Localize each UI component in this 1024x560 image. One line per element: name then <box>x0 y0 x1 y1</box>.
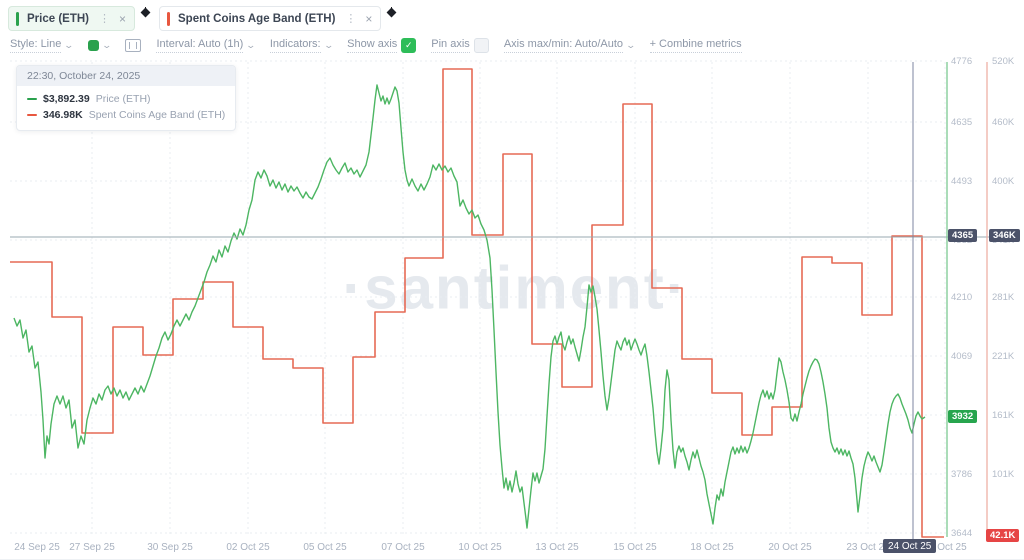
band-axis-tick: 161K <box>992 410 1015 421</box>
color-swatch <box>87 40 99 51</box>
x-axis-tick: 07 Oct 25 <box>381 542 425 553</box>
band-axis-tick: 460K <box>992 117 1015 128</box>
show-axis-checkbox[interactable]: ✓ <box>401 38 417 53</box>
tab-spent-coins-age-band-eth[interactable]: Spent Coins Age Band (ETH) ⋮ × <box>159 6 382 31</box>
color-swatch-dropdown[interactable]: ⌄ <box>87 40 112 51</box>
check-icon: ✓ <box>405 40 413 50</box>
pin-marker-icon <box>140 6 151 23</box>
price-axis-tick: 4493 <box>951 176 973 187</box>
x-axis-tick: 05 Oct 25 <box>303 542 347 553</box>
chevron-down-icon: ⌄ <box>101 40 112 50</box>
price-axis-tick: 3644 <box>951 528 973 539</box>
band-axis-tick: 101K <box>992 469 1015 480</box>
axes-style-icon <box>125 39 142 52</box>
x-axis-tick: 02 Oct 25 <box>226 542 270 553</box>
x-axis-tick: 13 Oct 25 <box>535 542 579 553</box>
band-series-dash-icon <box>27 114 37 116</box>
chevron-down-icon: ⌄ <box>245 40 257 50</box>
show-axis-toggle[interactable]: Show axis ✓ <box>347 38 417 53</box>
close-icon[interactable]: × <box>119 11 127 26</box>
interval-dropdown[interactable]: Interval: Auto (1h) ⌄ <box>156 38 257 53</box>
x-axis-tick: 10 Oct 25 <box>458 542 502 553</box>
band-axis-tick: 400K <box>992 176 1015 187</box>
kebab-menu-icon[interactable]: ⋮ <box>99 13 110 25</box>
band-accent-bar <box>167 11 171 26</box>
axis-maxmin-dropdown[interactable]: Axis max/min: Auto/Auto ⌄ <box>503 38 637 53</box>
price-axis-tick: 3786 <box>951 469 973 480</box>
tooltip-row-price: $3,892.39 Price (ETH) <box>27 91 225 107</box>
chevron-down-icon: ⌄ <box>63 40 75 50</box>
x-axis-tick: 20 Oct 25 <box>768 542 812 553</box>
chart-tooltip: 22:30, October 24, 2025 $3,892.39 Price … <box>16 65 237 131</box>
crosshair-price-badge: 4365 <box>948 229 978 243</box>
axes-style-button[interactable] <box>125 39 142 52</box>
x-axis-tick: 30 Sep 25 <box>147 542 193 553</box>
tooltip-datetime: 22:30, October 24, 2025 <box>17 66 236 86</box>
pin-marker-icon <box>386 6 397 23</box>
last-price-badge: 3932 <box>948 410 978 424</box>
band-axis-tick: 520K <box>992 56 1015 67</box>
x-axis-tick: 18 Oct 25 <box>690 542 734 553</box>
price-accent-bar <box>16 11 19 26</box>
chevron-down-icon: ⌄ <box>323 40 334 50</box>
style-dropdown[interactable]: Style: Line ⌄ <box>10 38 75 53</box>
santiment-watermark: ·santiment· <box>342 254 688 322</box>
chart-toolbar: Style: Line ⌄ ⌄ Interval: Auto (1h) ⌄ In… <box>10 38 742 53</box>
x-axis-tick: 25 Oct 25 <box>923 542 967 553</box>
indicators-dropdown[interactable]: Indicators: ⌄ <box>269 38 334 53</box>
x-axis-tick: 15 Oct 25 <box>613 542 657 553</box>
kebab-menu-icon[interactable]: ⋮ <box>345 13 357 25</box>
metric-tab-bar: Price (ETH) ⋮ × Spent Coins Age Band (ET… <box>8 6 401 31</box>
crosshair-date-badge: 24 Oct 25 <box>883 539 937 553</box>
x-axis-tick: 24 Sep 25 <box>14 542 60 553</box>
x-axis-tick: 23 Oct 25 <box>846 542 890 553</box>
close-icon[interactable]: × <box>365 11 373 26</box>
price-series-line <box>13 84 926 529</box>
tooltip-row-band: 346.98K Spent Coins Age Band (ETH) <box>27 107 225 123</box>
band-axis-tick: 281K <box>992 292 1015 303</box>
pin-axis-toggle[interactable]: Pin axis <box>431 38 489 53</box>
tab-band-label: Spent Coins Age Band (ETH) <box>178 12 336 25</box>
price-axis-tick: 4210 <box>951 292 973 303</box>
tooltip-band-label: Spent Coins Age Band (ETH) <box>88 109 226 121</box>
price-axis-tick: 4635 <box>951 117 973 128</box>
price-series-dash-icon <box>27 98 37 100</box>
tab-price-label: Price (ETH) <box>27 12 89 25</box>
band-series-line <box>10 68 944 538</box>
pin-axis-checkbox[interactable] <box>473 38 489 53</box>
tooltip-band-value: 346.98K <box>43 109 83 121</box>
chevron-down-icon: ⌄ <box>625 40 637 50</box>
price-axis-tick: 4069 <box>951 351 973 362</box>
crosshair-band-badge: 346K <box>989 229 1020 243</box>
tooltip-price-label: Price (ETH) <box>95 93 151 105</box>
tab-price-eth[interactable]: Price (ETH) ⋮ × <box>8 6 136 31</box>
tooltip-price-value: $3,892.39 <box>43 93 90 105</box>
last-band-badge: 42.1K <box>986 529 1020 543</box>
combine-metrics-button[interactable]: + Combine metrics <box>649 38 742 53</box>
x-axis-tick: 27 Sep 25 <box>69 542 115 553</box>
price-axis-tick: 4776 <box>951 56 973 67</box>
band-axis-tick: 221K <box>992 351 1015 362</box>
